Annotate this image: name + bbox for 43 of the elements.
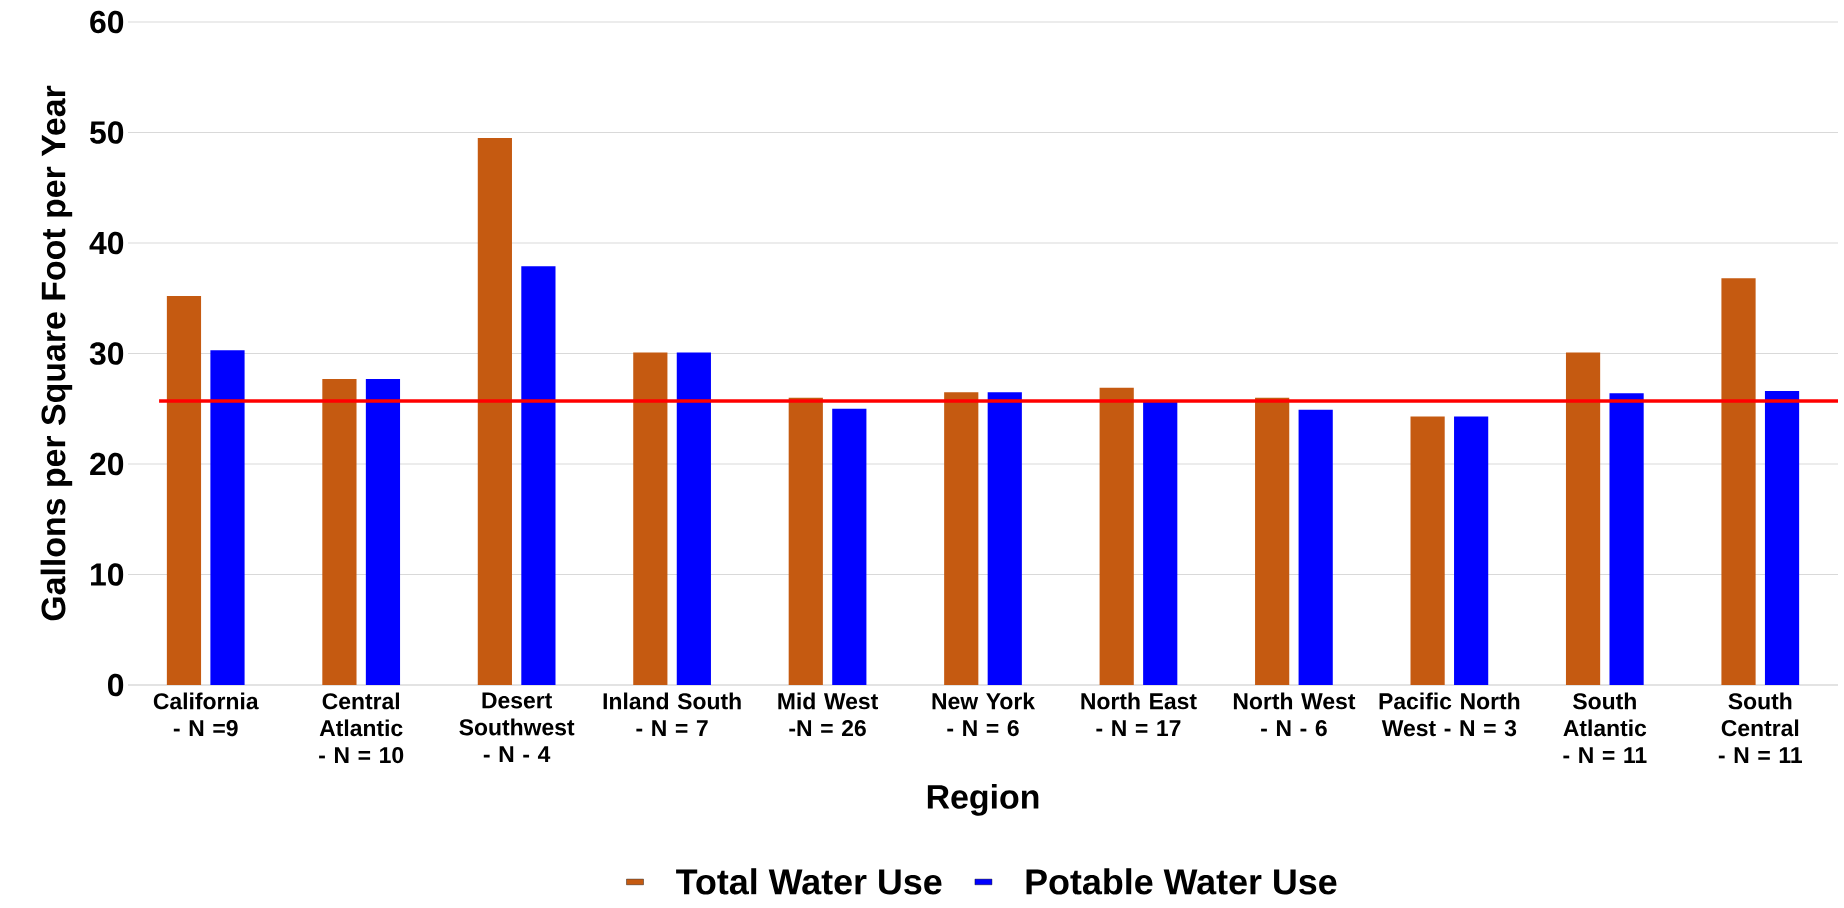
bar: [1609, 393, 1644, 685]
y-axis-title: Gallons per Square Foot per Year: [40, 85, 73, 621]
bar: [1454, 416, 1489, 685]
y-tick-label: 0: [108, 673, 124, 697]
x-tick-label: North West - N - 6: [1233, 692, 1356, 737]
x-tick-label: Inland South - N = 7: [603, 692, 741, 737]
x-tick-label: Mid West -N = 26: [778, 692, 879, 737]
x-tick-label: South Atlantic - N = 11: [1563, 692, 1647, 763]
bar: [788, 397, 823, 685]
bar: [521, 266, 556, 685]
y-tick-label: 50: [90, 121, 124, 144]
x-axis-title: Region: [927, 783, 1039, 816]
x-tick-label: California - N =9: [153, 692, 259, 737]
legend-label: Potable Water Use: [1026, 868, 1337, 895]
bar: [832, 408, 867, 685]
bar: [477, 138, 512, 685]
legend-label: Total Water Use: [676, 868, 942, 895]
bar: [365, 378, 401, 685]
y-tick-label: 40: [89, 231, 124, 255]
x-tick-label: South Central - N = 11: [1718, 692, 1802, 763]
bar: [210, 350, 245, 685]
y-tick-label: 60: [90, 10, 124, 34]
bar: [1764, 391, 1800, 685]
bar: [1721, 278, 1756, 685]
x-tick-label: Central Atlantic - N = 10: [319, 692, 404, 764]
bar: [1565, 352, 1601, 685]
bar: [322, 378, 357, 685]
x-tick-label: Pacific North West - N = 3: [1379, 692, 1520, 737]
y-tick-label: 10: [91, 563, 124, 586]
bar: [987, 392, 1022, 685]
x-tick-label: Desert Southwest - N - 4: [459, 692, 575, 763]
bar: [1099, 387, 1134, 685]
x-tick-label: New York - N = 6: [932, 692, 1036, 737]
bar: [633, 352, 668, 685]
bar: [944, 392, 979, 685]
bar: [166, 296, 202, 685]
bar: [1255, 397, 1290, 685]
bar: [1298, 409, 1333, 685]
bar: [1410, 416, 1445, 685]
y-tick-label: 20: [90, 452, 124, 476]
y-tick-label: 30: [89, 342, 124, 365]
x-tick-label: North East - N = 17: [1081, 692, 1197, 737]
bar: [676, 352, 711, 685]
